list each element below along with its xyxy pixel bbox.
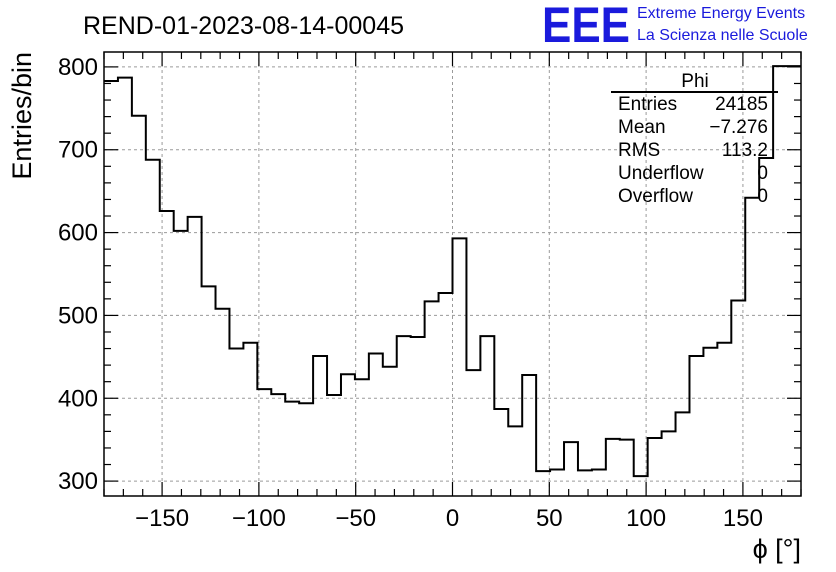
eee-logo: EEE Extreme Energy Events La Scienza nel… bbox=[542, 0, 808, 53]
x-tick-label: 0 bbox=[446, 505, 459, 532]
x-tick-label: 100 bbox=[626, 505, 666, 532]
x-tick-label: −100 bbox=[232, 505, 286, 532]
stats-label-mean: Mean bbox=[618, 117, 666, 138]
y-axis-title: Entries/bin bbox=[7, 52, 37, 180]
y-tick-label: 300 bbox=[58, 468, 98, 495]
logo-line-2: La Scienza nelle Scuole bbox=[637, 27, 808, 44]
stats-label-overflow: Overflow bbox=[618, 186, 693, 207]
x-tick-label: 150 bbox=[723, 505, 763, 532]
x-tick-label: −50 bbox=[335, 505, 376, 532]
x-axis-title: ϕ [°] bbox=[753, 534, 801, 564]
x-tick-label: 50 bbox=[536, 505, 563, 532]
stats-value-underflow: 0 bbox=[757, 163, 768, 184]
y-tick-label: 600 bbox=[58, 220, 98, 247]
logo-mark: EEE bbox=[542, 0, 630, 53]
stats-label-entries: Entries bbox=[618, 94, 677, 115]
stats-label-rms: RMS bbox=[618, 140, 660, 161]
stats-box: Phi Entries 24185 Mean −7.276 RMS 113.2 … bbox=[611, 71, 778, 207]
logo-line-1: Extreme Energy Events bbox=[637, 5, 805, 22]
tick-labels: −150 −100 −50 0 50 100 150 300 400 500 600 700 800 bbox=[58, 54, 763, 532]
plot-frame bbox=[103, 51, 802, 497]
y-tick-label: 700 bbox=[58, 137, 98, 164]
stats-value-overflow: 0 bbox=[757, 186, 768, 207]
stats-title: Phi bbox=[681, 71, 708, 92]
y-tick-label: 400 bbox=[58, 385, 98, 412]
x-tick-label: −150 bbox=[135, 505, 189, 532]
stats-value-mean: −7.276 bbox=[709, 117, 768, 138]
y-tick-label: 500 bbox=[58, 302, 98, 329]
axis-ticks bbox=[103, 52, 802, 496]
chart-title: REND-01-2023-08-14-00045 bbox=[83, 12, 404, 40]
stats-value-rms: 113.2 bbox=[722, 140, 768, 161]
stats-value-entries: 24185 bbox=[715, 94, 768, 115]
stats-label-underflow: Underflow bbox=[618, 163, 704, 184]
grid bbox=[104, 52, 801, 496]
histogram-line bbox=[104, 65, 801, 478]
y-tick-label: 800 bbox=[58, 54, 98, 81]
